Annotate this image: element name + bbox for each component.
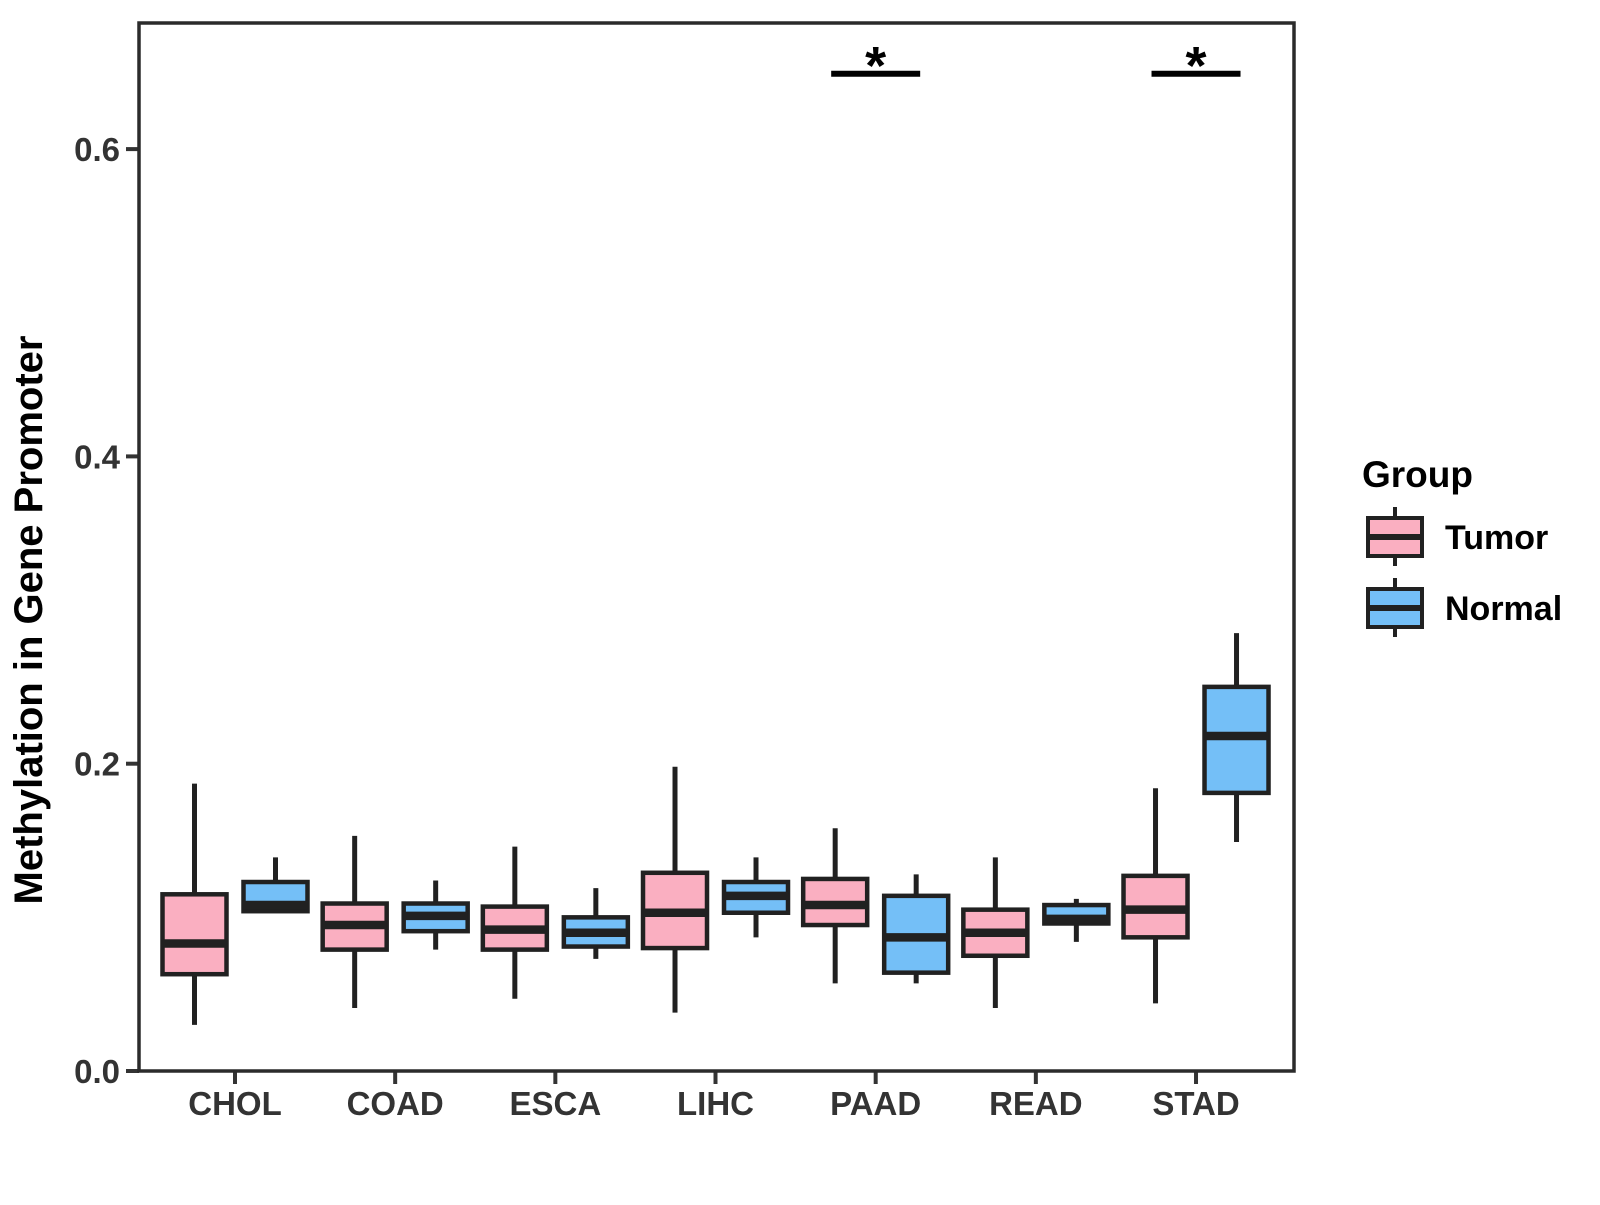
box-coad-tumor [320,835,389,1009]
y-axis-tick-label: 0.2 [74,746,120,783]
legend-title: Group [1362,454,1473,495]
box-read-tumor [961,857,1030,1009]
legend-key-tumor [1366,507,1424,566]
significance-star-stad: * [1186,36,1207,96]
box-coad-normal [401,880,470,950]
legend: Group Tumor Normal [1362,454,1562,637]
y-axis-tick-label: 0.0 [74,1053,120,1090]
y-axis-tick-label: 0.6 [74,131,120,168]
x-axis-label-read: READ [989,1085,1083,1122]
box-lihc-normal [721,857,791,938]
box-stad-tumor [1121,788,1190,1004]
x-axis-label-lihc: LIHC [677,1085,754,1122]
x-axis-label-paad: PAAD [830,1085,921,1122]
box-chol-normal [241,857,310,914]
x-axis-label-esca: ESCA [509,1085,601,1122]
legend-label-normal: Normal [1445,590,1562,628]
box-rect [160,892,229,977]
x-axis-label-stad: STAD [1152,1085,1239,1122]
y-axis-tick-label: 0.4 [74,438,121,475]
significance-star-paad: * [865,36,886,96]
box-paad-tumor [800,828,870,984]
box-paad-normal [881,874,951,984]
box-esca-tumor [480,846,550,999]
panel-border [137,21,1296,1073]
legend-label-tumor: Tumor [1445,519,1548,557]
box-lihc-tumor [640,766,710,1013]
x-axis-label-coad: COAD [347,1085,444,1122]
box-chol-tumor [160,783,229,1025]
box-read-normal [1042,898,1111,942]
legend-key-normal [1366,578,1424,637]
x-axis-label-chol: CHOL [188,1085,282,1122]
box-esca-normal [561,888,631,959]
box-stad-normal [1202,633,1271,843]
y-axis-title: Methylation in Gene Promoter [7,336,51,905]
